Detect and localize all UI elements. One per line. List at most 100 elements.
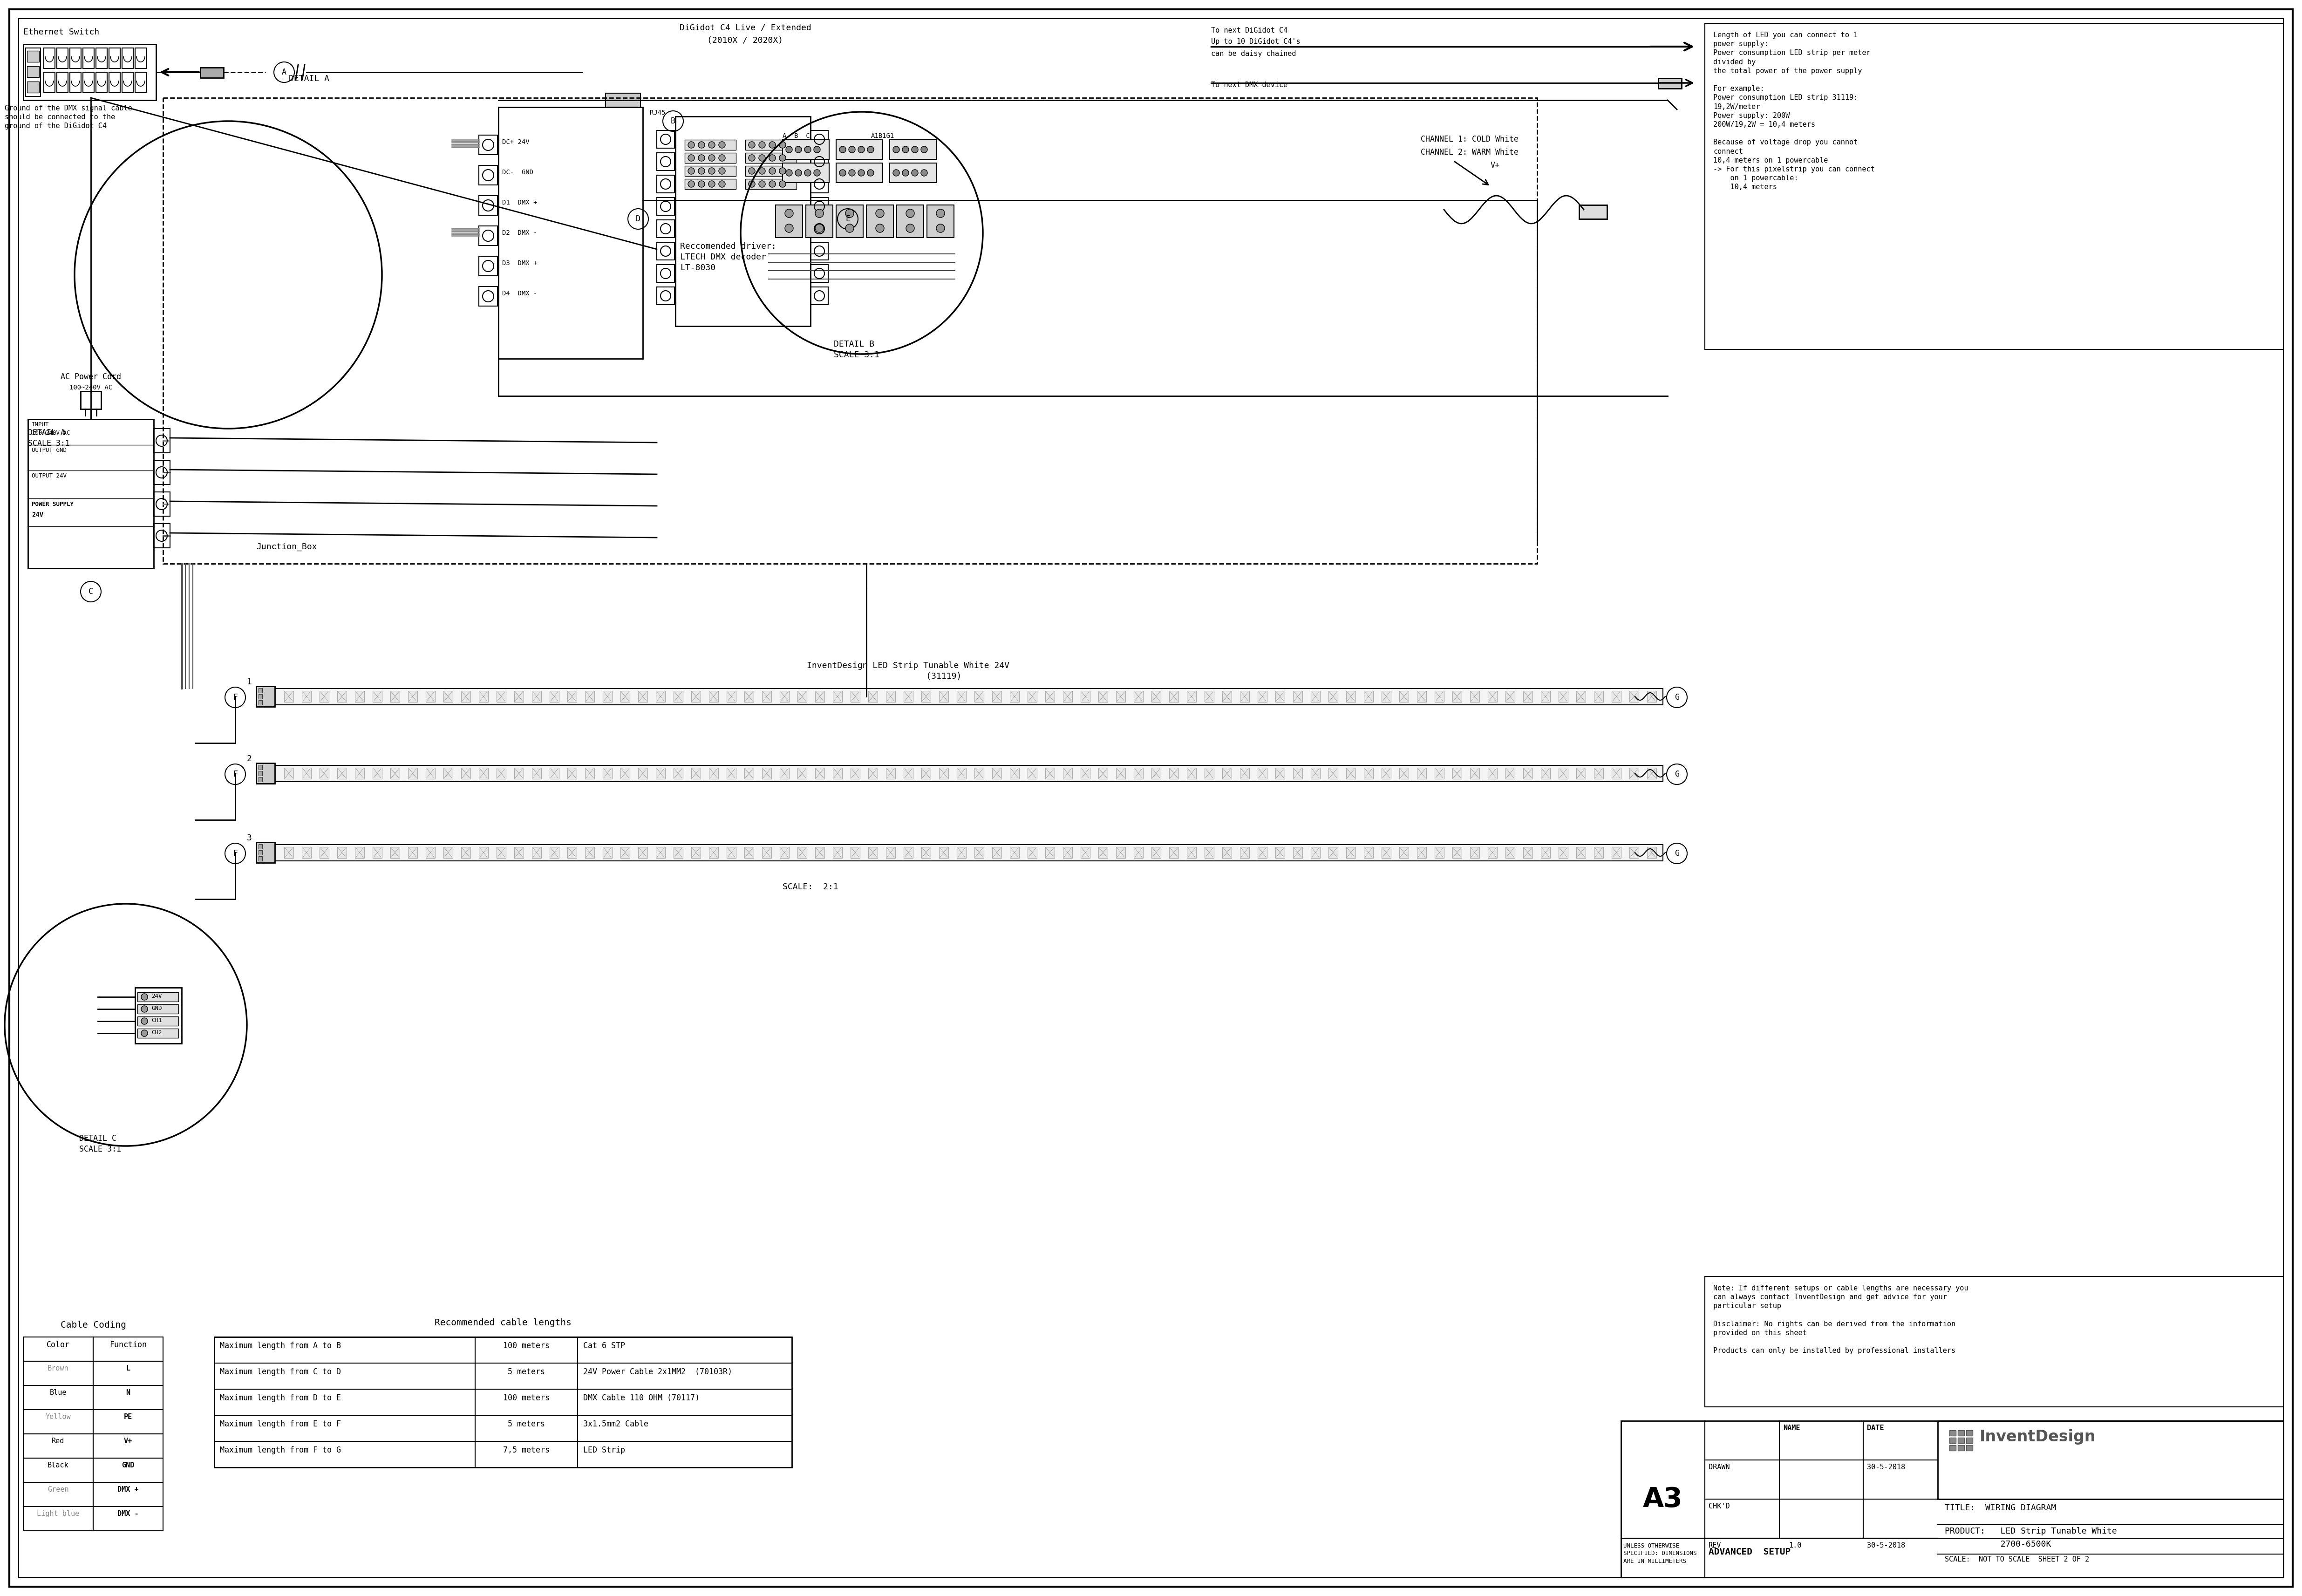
Bar [122,48,134,69]
Bar [1938,1420,2284,1499]
Bar [1169,691,1179,702]
Circle shape [698,142,704,148]
Bar [974,691,983,702]
Bar [656,691,665,702]
Text: G: G [1674,849,1678,857]
Bar [992,768,1001,779]
Text: DRAWN: DRAWN [1708,1464,1729,1470]
Text: E: E [845,215,849,223]
Bar [849,768,861,779]
Bar [928,204,953,238]
Bar [762,768,771,779]
Circle shape [875,209,884,217]
Bar [23,1361,92,1385]
Bar [744,691,753,702]
Bar [154,460,170,485]
Text: A3: A3 [1644,1486,1683,1513]
Bar [550,691,559,702]
Bar [1400,691,1409,702]
Bar [1347,768,1356,779]
Text: REV: REV [1708,1542,1722,1550]
Bar [1706,1277,2284,1406]
Bar [1241,691,1250,702]
Bar [886,691,895,702]
Bar [866,204,893,238]
Text: Color: Color [46,1341,69,1349]
Text: DMX Cable 110 OHM (70117): DMX Cable 110 OHM (70117) [582,1393,700,1403]
Bar [1400,768,1409,779]
Circle shape [140,1029,147,1036]
Bar [727,847,737,859]
Text: INPUT: INPUT [32,421,48,428]
Bar [1045,768,1054,779]
Bar [28,51,39,62]
Circle shape [760,155,764,161]
Bar [258,694,262,699]
Bar [407,847,417,859]
Bar [905,691,914,702]
Bar [1950,1444,1957,1451]
Bar [479,691,488,702]
Text: 3x1.5mm2 Cable: 3x1.5mm2 Cable [582,1420,649,1428]
Bar [1135,768,1144,779]
Bar [833,847,843,859]
Bar [426,691,435,702]
Text: Maximum length from D to E: Maximum length from D to E [221,1393,341,1403]
Circle shape [907,209,914,217]
Bar [336,768,348,779]
Bar [656,847,665,859]
Text: Length of LED you can connect to 1
power supply:
Power consumption LED strip per: Length of LED you can connect to 1 power… [1713,32,1874,190]
Text: 2700-6500K: 2700-6500K [1945,1540,2051,1548]
Circle shape [760,142,764,148]
Bar [1558,768,1568,779]
Bar [497,691,506,702]
Bar [1611,691,1621,702]
Bar [1204,691,1213,702]
Bar [921,847,930,859]
Bar [566,847,578,859]
Bar [691,847,700,859]
Text: Maximum length from C to D: Maximum length from C to D [221,1368,341,1376]
Circle shape [709,180,716,187]
Text: Black: Black [48,1462,69,1468]
Circle shape [794,147,801,153]
Bar [889,140,937,160]
Text: D2  DMX -: D2 DMX - [502,230,536,236]
Bar [815,691,824,702]
Text: 24V: 24V [152,993,161,999]
Text: A  B  C: A B C [783,132,810,139]
Bar [684,166,737,176]
Bar [1621,1420,2284,1577]
Text: CHANNEL 2: WARM White: CHANNEL 2: WARM White [1420,148,1519,156]
Circle shape [803,169,810,176]
Bar [1328,847,1337,859]
Text: Maximum length from F to G: Maximum length from F to G [221,1446,341,1454]
Bar [1418,847,1427,859]
Bar [302,691,311,702]
Text: DiGidot C4 Live / Extended: DiGidot C4 Live / Extended [679,24,810,32]
Bar [1222,768,1232,779]
Bar [136,48,147,69]
Circle shape [780,168,785,174]
Bar [69,72,81,93]
Circle shape [912,169,918,176]
Bar [762,847,771,859]
Bar [746,140,796,150]
Bar [283,847,292,859]
Bar [656,220,674,238]
Text: L: L [127,1365,131,1373]
Bar [92,1337,163,1361]
Bar [1116,847,1126,859]
Text: D3  DMX +: D3 DMX + [502,260,536,267]
Bar [23,1337,92,1361]
Circle shape [780,142,785,148]
Text: Cable Coding: Cable Coding [60,1320,127,1329]
Bar [1487,768,1496,779]
Bar [691,768,700,779]
Bar [796,691,806,702]
Bar [1646,691,1657,702]
Text: SCALE:  2:1: SCALE: 2:1 [783,883,838,891]
Text: 30-5-2018: 30-5-2018 [1867,1464,1906,1470]
Text: 1: 1 [246,678,251,686]
Text: OUTPUT 24V: OUTPUT 24V [32,472,67,479]
